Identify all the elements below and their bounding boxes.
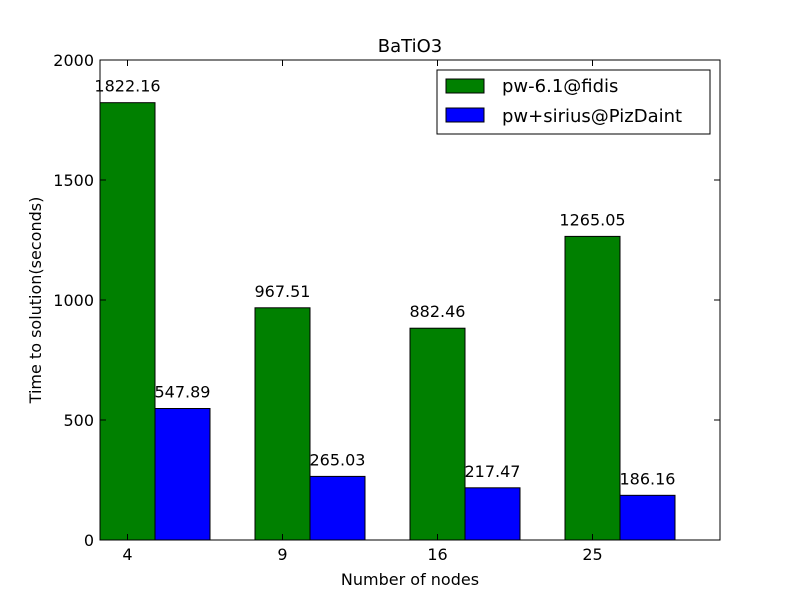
bars-group bbox=[99, 102, 676, 541]
data-label-series-2-16: 217.47 bbox=[465, 462, 521, 481]
bar-series-1-25 bbox=[564, 235, 621, 541]
y-axis-label: Time to solution(seconds) bbox=[26, 197, 45, 405]
data-label-series-2-25: 186.16 bbox=[620, 469, 676, 488]
data-label-series-1-25: 1265.05 bbox=[559, 210, 625, 229]
data-label-series-2-4: 547.89 bbox=[155, 383, 211, 402]
y-tick-label: 1000 bbox=[53, 291, 94, 310]
bar-series-2-9 bbox=[309, 475, 366, 541]
legend-label-series-2: pw+sirius@PizDaint bbox=[502, 106, 682, 127]
x-tick-label: 9 bbox=[277, 545, 287, 564]
data-label-series-1-9: 967.51 bbox=[255, 282, 311, 301]
legend-label-series-1: pw-6.1@fidis bbox=[502, 76, 618, 97]
data-label-series-1-4: 1822.16 bbox=[94, 77, 160, 96]
y-tick-label: 500 bbox=[63, 411, 94, 430]
bar-series-1-4 bbox=[99, 102, 156, 541]
y-tick-label: 2000 bbox=[53, 51, 94, 70]
x-tick-label: 16 bbox=[427, 545, 447, 564]
data-label-series-1-16: 882.46 bbox=[410, 302, 466, 321]
y-axis-ticks: 0 500 1000 1500 2000 bbox=[53, 51, 720, 550]
data-labels-group: 1822.16 967.51 882.46 1265.05 547.89 265.03 21… bbox=[94, 77, 675, 489]
data-label-series-2-9: 265.03 bbox=[310, 450, 366, 469]
x-axis-ticks: 4 9 16 25 bbox=[122, 60, 603, 564]
bar-series-2-25 bbox=[619, 494, 676, 541]
y-tick-label: 0 bbox=[84, 531, 94, 550]
x-tick-label: 4 bbox=[122, 545, 132, 564]
chart-title: BaTiO3 bbox=[378, 36, 442, 57]
bar-series-2-16 bbox=[464, 487, 521, 541]
bar-series-2-4 bbox=[154, 408, 211, 541]
legend-swatch-series-1 bbox=[445, 78, 485, 94]
x-axis-label: Number of nodes bbox=[341, 570, 479, 589]
bar-series-1-16 bbox=[409, 327, 466, 541]
legend: pw-6.1@fidis pw+sirius@PizDaint bbox=[436, 69, 711, 135]
legend-swatch-series-2 bbox=[445, 107, 485, 123]
y-tick-label: 1500 bbox=[53, 171, 94, 190]
x-tick-label: 25 bbox=[582, 545, 602, 564]
bar-series-1-9 bbox=[254, 307, 311, 541]
